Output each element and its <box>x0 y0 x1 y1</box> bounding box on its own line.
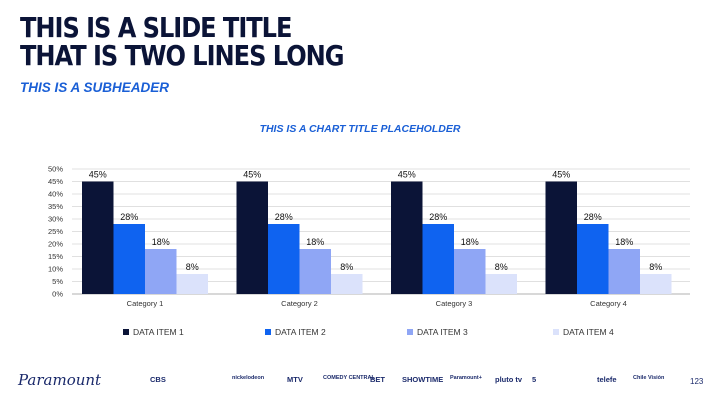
brand-logo: 5 <box>532 375 537 384</box>
bar <box>391 181 423 294</box>
page-number: 123 <box>690 377 704 386</box>
chart-title: THIS IS A CHART TITLE PLACEHOLDER <box>259 123 461 135</box>
data-label: 45% <box>89 170 107 180</box>
legend-item: DATA ITEM 4 <box>553 327 614 337</box>
legend-label: DATA ITEM 1 <box>133 327 184 337</box>
brand-logo: CBS <box>150 375 166 384</box>
data-label: 28% <box>120 212 138 222</box>
data-label: 45% <box>398 170 416 180</box>
bar <box>268 224 300 294</box>
brand-logo: nickelodeon <box>232 375 265 381</box>
legend-item: DATA ITEM 3 <box>407 327 468 337</box>
slide-title: THIS IS A SLIDE TITLE THAT IS TWO LINES … <box>20 11 345 72</box>
bar <box>82 181 114 294</box>
data-label: 45% <box>552 170 570 180</box>
bar <box>236 181 268 294</box>
x-category-label: Category 3 <box>436 299 473 308</box>
legend-label: DATA ITEM 3 <box>417 327 468 337</box>
x-category-label: Category 4 <box>590 299 627 308</box>
bar <box>577 224 609 294</box>
data-label: 18% <box>615 237 633 247</box>
brand-logo: Chile Visión <box>633 375 665 381</box>
y-tick-label: 15% <box>48 252 63 261</box>
legend-swatch <box>553 329 559 335</box>
bar <box>545 181 577 294</box>
y-tick-label: 20% <box>48 240 63 249</box>
y-tick-label: 10% <box>48 265 63 274</box>
brand-logo: telefe <box>597 375 617 384</box>
y-tick-label: 25% <box>48 227 63 236</box>
bar <box>608 249 640 294</box>
data-label: 28% <box>275 212 293 222</box>
bar <box>640 274 672 294</box>
data-label: 28% <box>584 212 602 222</box>
data-label: 8% <box>186 262 199 272</box>
data-label: 8% <box>495 262 508 272</box>
bar <box>176 274 208 294</box>
y-tick-label: 0% <box>52 290 63 299</box>
data-label: 8% <box>340 262 353 272</box>
data-label: 8% <box>649 262 662 272</box>
bar <box>113 224 145 294</box>
legend-item: DATA ITEM 1 <box>123 327 184 337</box>
x-category-label: Category 2 <box>281 299 318 308</box>
legend-swatch <box>265 329 271 335</box>
legend-swatch <box>407 329 413 335</box>
brand-logo: BET <box>370 375 385 384</box>
y-tick-label: 40% <box>48 190 63 199</box>
slide-title-line-1: THIS IS A SLIDE TITLE <box>20 11 292 44</box>
bar <box>299 249 331 294</box>
chart-legend: DATA ITEM 1 DATA ITEM 2 DATA ITEM 3 DATA IT… <box>0 327 720 341</box>
bar <box>454 249 486 294</box>
y-tick-label: 50% <box>48 165 63 174</box>
paramount-logo: Paramount <box>18 371 102 389</box>
data-label: 28% <box>429 212 447 222</box>
legend-label: DATA ITEM 4 <box>563 327 614 337</box>
legend-item: DATA ITEM 2 <box>265 327 326 337</box>
bar-chart: 0% 5% 10% 15% 20% 25% 30% 35% 40% 45% 50% 45% 28% 18%… <box>48 165 690 308</box>
y-tick-label: 5% <box>52 277 63 286</box>
brand-logo: COMEDY CENTRAL <box>323 375 375 381</box>
bar <box>485 274 517 294</box>
legend-swatch <box>123 329 129 335</box>
brand-logo: SHOWTIME <box>402 375 444 384</box>
data-label: 45% <box>243 170 261 180</box>
y-tick-label: 30% <box>48 215 63 224</box>
y-tick-label: 35% <box>48 202 63 211</box>
brand-logo: Paramount+ <box>450 375 482 381</box>
data-label: 18% <box>152 237 170 247</box>
brand-logo: pluto tv <box>495 375 523 384</box>
data-label: 18% <box>461 237 479 247</box>
legend-label: DATA ITEM 2 <box>275 327 326 337</box>
brand-logo: MTV <box>287 375 303 384</box>
slide-subheader: THIS IS A SUBHEADER <box>20 80 170 95</box>
bar <box>331 274 363 294</box>
y-tick-label: 45% <box>48 177 63 186</box>
footer: Paramount CBS nickelodeon MTV COMEDY CENTRA… <box>0 365 720 401</box>
data-label: 18% <box>306 237 324 247</box>
slide-title-line-2: THAT IS TWO LINES LONG <box>20 39 345 72</box>
x-category-label: Category 1 <box>127 299 164 308</box>
bar <box>422 224 454 294</box>
bar <box>145 249 177 294</box>
